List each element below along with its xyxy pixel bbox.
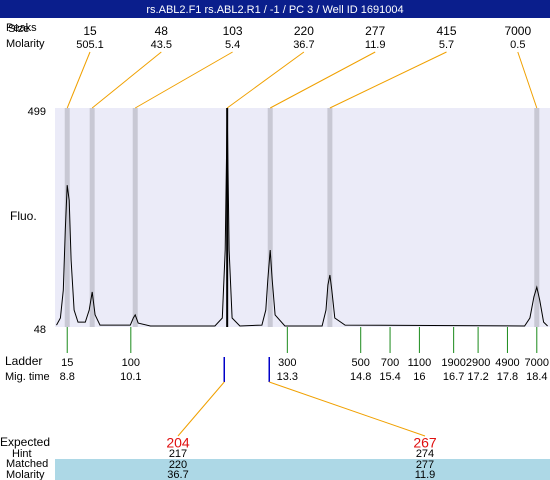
peak-molarity: 5.4 bbox=[225, 39, 240, 51]
peak-band bbox=[534, 108, 540, 327]
peak-size: 277 bbox=[365, 24, 385, 38]
peak-molarity: 505.1 bbox=[76, 39, 104, 51]
leader-line bbox=[329, 51, 447, 109]
header-title: rs.ABL2.F1 rs.ABL2.R1 / -1 / PC 3 / Well… bbox=[146, 4, 403, 16]
ladder-time: 17.2 bbox=[467, 371, 488, 383]
hint-value: 217 bbox=[169, 448, 187, 460]
y-axis-label: Fluo. bbox=[10, 209, 37, 223]
molarity-value: 36.7 bbox=[167, 469, 188, 480]
peak-molarity: 5.7 bbox=[439, 39, 454, 51]
ladder-size: 2900 bbox=[466, 357, 490, 369]
ladder-time: 16 bbox=[413, 371, 425, 383]
plot-area bbox=[55, 108, 550, 327]
molarity-row-bg bbox=[55, 470, 550, 480]
peak-size: 103 bbox=[223, 24, 243, 38]
peak-molarity: 11.9 bbox=[365, 39, 386, 51]
ladder-time: 17.8 bbox=[497, 371, 518, 383]
ladder-size: 700 bbox=[381, 357, 399, 369]
leader-line bbox=[134, 51, 233, 109]
matched-row-bg bbox=[55, 459, 550, 470]
row-label: Matched bbox=[6, 458, 48, 470]
row-label: Mig. time bbox=[5, 371, 50, 383]
peak-band bbox=[327, 108, 333, 327]
row-label: Ladder bbox=[5, 354, 42, 368]
peak-size: 415 bbox=[436, 24, 456, 38]
ladder-size: 500 bbox=[352, 357, 370, 369]
ladder-size: 7000 bbox=[525, 357, 549, 369]
row-label: Size bbox=[8, 23, 29, 35]
ladder-time: 18.4 bbox=[526, 371, 547, 383]
ladder-size: 100 bbox=[122, 357, 140, 369]
ladder-time: 13.3 bbox=[277, 371, 298, 383]
row-label: Peaks bbox=[6, 22, 37, 34]
molarity-value: 11.9 bbox=[415, 469, 436, 480]
row-label: Molarity bbox=[6, 38, 45, 50]
peak-band bbox=[89, 108, 95, 327]
row-label: Molarity bbox=[6, 469, 45, 480]
leader-line bbox=[91, 51, 162, 109]
ladder-time: 8.8 bbox=[60, 371, 75, 383]
peak-size: 48 bbox=[155, 24, 169, 38]
leader-line bbox=[269, 51, 376, 109]
peak-size: 7000 bbox=[504, 24, 531, 38]
peak-band bbox=[267, 108, 273, 327]
ladder-size: 1900 bbox=[441, 357, 465, 369]
leader-line bbox=[177, 381, 225, 437]
peak-molarity: 43.5 bbox=[151, 39, 172, 51]
leader-line bbox=[269, 381, 426, 437]
peak-band bbox=[132, 108, 138, 327]
peak-size: 15 bbox=[83, 24, 97, 38]
ladder-time: 10.1 bbox=[120, 371, 141, 383]
peak-band bbox=[64, 108, 70, 327]
peak-size: 220 bbox=[294, 24, 314, 38]
leader-line bbox=[226, 51, 305, 109]
y-tick-label: 499 bbox=[28, 106, 46, 118]
ladder-size: 4900 bbox=[495, 357, 519, 369]
peak-molarity: 36.7 bbox=[293, 39, 314, 51]
y-tick-label: 48 bbox=[34, 324, 46, 336]
hint-value: 274 bbox=[416, 448, 434, 460]
row-label: Hint bbox=[12, 448, 32, 460]
header-bar bbox=[0, 0, 550, 18]
ladder-time: 16.7 bbox=[443, 371, 464, 383]
row-label: Expected bbox=[0, 435, 50, 449]
ladder-time: 14.8 bbox=[350, 371, 371, 383]
peak-molarity: 0.5 bbox=[510, 39, 525, 51]
ladder-size: 15 bbox=[61, 357, 73, 369]
leader-line bbox=[517, 51, 538, 109]
ladder-size: 300 bbox=[278, 357, 296, 369]
expected-size: 204 bbox=[166, 435, 190, 451]
ladder-size: 1100 bbox=[408, 357, 432, 369]
ladder-time: 15.4 bbox=[379, 371, 400, 383]
expected-size: 267 bbox=[413, 435, 437, 451]
trace bbox=[56, 107, 548, 327]
matched-value: 220 bbox=[169, 459, 187, 471]
leader-line bbox=[66, 51, 91, 109]
matched-value: 277 bbox=[416, 459, 434, 471]
